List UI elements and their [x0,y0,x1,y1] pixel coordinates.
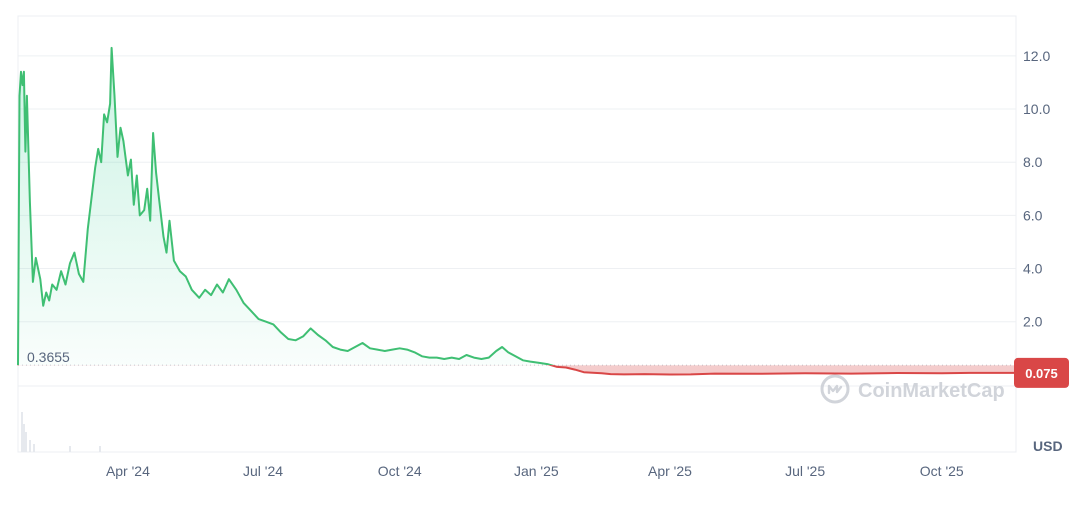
x-tick-label: Jan '25 [514,463,559,479]
area-above-baseline [18,47,552,366]
x-tick-label: Jul '25 [785,463,825,479]
price-area [18,47,1016,375]
x-tick-label: Jul '24 [243,463,283,479]
x-axis: Apr '24 Jul '24 Oct '24 Jan '25 Apr '25 Jul '… [106,463,964,479]
area-below-baseline [18,365,1016,375]
x-tick-label: Apr '24 [106,463,150,479]
y-tick-label: 6.0 [1023,207,1043,223]
y-tick-label: 8.0 [1023,154,1043,170]
watermark: CoinMarketCap [820,374,1005,404]
x-tick-label: Oct '25 [920,463,964,479]
y-tick-label: 2.0 [1023,314,1043,330]
x-tick-label: Apr '25 [648,463,692,479]
volume-bars [21,412,101,452]
y-axis: 12.0 10.0 8.0 6.0 4.0 2.0 [1023,48,1050,330]
y-unit-label: USD [1033,438,1063,454]
price-line [17,46,1016,376]
y-tick-label: 10.0 [1023,101,1050,117]
last-price-label: 0.075 [1025,366,1058,381]
last-price-tag: 0.075 [1014,357,1069,388]
start-value-label: 0.3655 [27,349,70,365]
x-tick-label: Oct '24 [378,463,422,479]
watermark-text: CoinMarketCap [858,380,1005,402]
line-above-baseline [17,46,555,366]
coinmarketcap-logo-icon [820,374,850,404]
y-tick-label: 12.0 [1023,48,1050,64]
y-tick-label: 4.0 [1023,261,1043,277]
